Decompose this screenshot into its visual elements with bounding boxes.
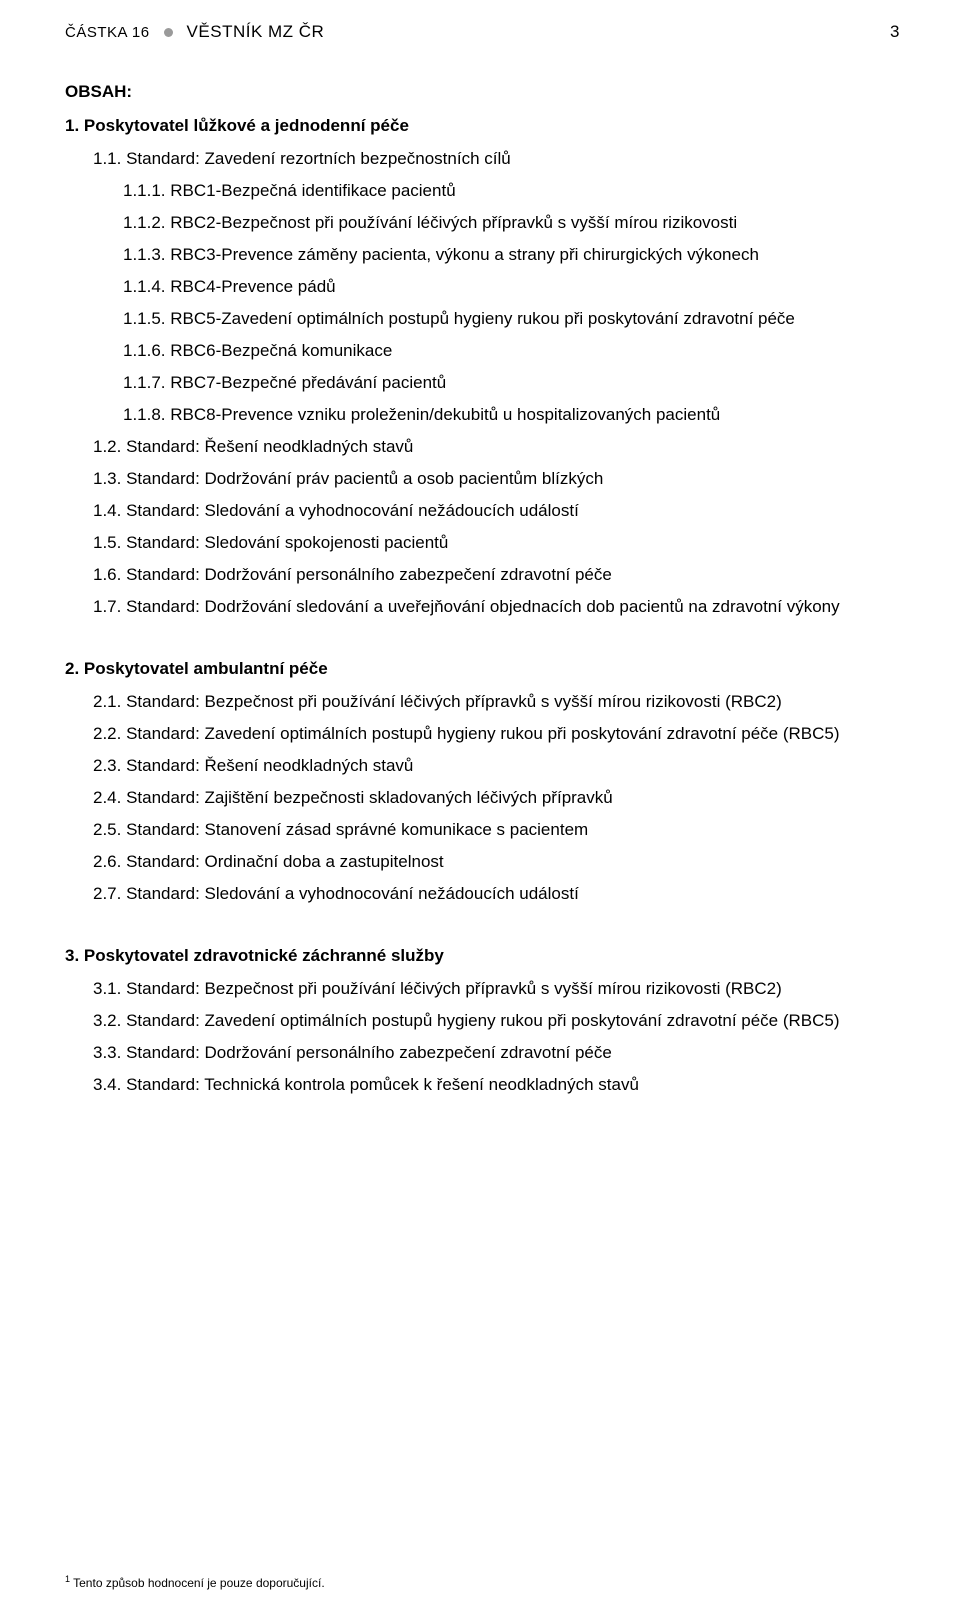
footnote-text: Tento způsob hodnocení je pouze doporuču… (70, 1576, 325, 1590)
toc-line: 1.1.4. RBC4-Prevence pádů (65, 278, 900, 295)
sections-container: 1. Poskytovatel lůžkové a jednodenní péč… (65, 116, 900, 1093)
footnote: 1 Tento způsob hodnocení je pouze doporu… (65, 1574, 325, 1590)
toc-line: 2.5. Standard: Stanovení zásad správné k… (65, 821, 900, 838)
toc-line: 1.1. Standard: Zavedení rezortních bezpe… (65, 150, 900, 167)
toc-line: 1.4. Standard: Sledování a vyhodnocování… (65, 502, 900, 519)
toc-line: 1.5. Standard: Sledování spokojenosti pa… (65, 534, 900, 551)
toc-line: 1.1.7. RBC7-Bezpečné předávání pacientů (65, 374, 900, 391)
part-label: ČÁSTKA 16 (65, 24, 150, 41)
toc-line: 1.1.1. RBC1-Bezpečná identifikace pacien… (65, 182, 900, 199)
section: 1. Poskytovatel lůžkové a jednodenní péč… (65, 116, 900, 615)
toc-line: 1.1.2. RBC2-Bezpečnost při používání léč… (65, 214, 900, 231)
page-header: ČÁSTKA 16 VĚSTNÍK MZ ČR 3 (65, 22, 900, 42)
section-title: 2. Poskytovatel ambulantní péče (65, 659, 900, 679)
toc-line: 2.3. Standard: Řešení neodkladných stavů (65, 757, 900, 774)
toc-line: 1.3. Standard: Dodržování práv pacientů … (65, 470, 900, 487)
toc-line: 1.2. Standard: Řešení neodkladných stavů (65, 438, 900, 455)
section-title: 3. Poskytovatel zdravotnické záchranné s… (65, 946, 900, 966)
toc-line: 2.7. Standard: Sledování a vyhodnocování… (65, 885, 900, 902)
section-title: 1. Poskytovatel lůžkové a jednodenní péč… (65, 116, 900, 136)
section: 3. Poskytovatel zdravotnické záchranné s… (65, 946, 900, 1093)
toc-line: 2.6. Standard: Ordinační doba a zastupit… (65, 853, 900, 870)
section: 2. Poskytovatel ambulantní péče 2.1. Stan… (65, 659, 900, 902)
toc-line: 1.1.5. RBC5-Zavedení optimálních postupů… (65, 310, 900, 327)
toc-line: 1.6. Standard: Dodržování personálního z… (65, 566, 900, 583)
header-title: VĚSTNÍK MZ ČR (187, 22, 325, 42)
toc-line: 2.1. Standard: Bezpečnost při používání … (65, 693, 900, 710)
toc-line: 2.2. Standard: Zavedení optimálních post… (65, 725, 900, 742)
toc-line: 3.3. Standard: Dodržování personálního z… (65, 1044, 900, 1061)
toc-line: 1.1.3. RBC3-Prevence záměny pacienta, vý… (65, 246, 900, 263)
toc-line: 1.1.6. RBC6-Bezpečná komunikace (65, 342, 900, 359)
toc-line: 3.1. Standard: Bezpečnost při používání … (65, 980, 900, 997)
toc-line: 1.1.8. RBC8-Prevence vzniku proleženin/d… (65, 406, 900, 423)
toc-line: 3.2. Standard: Zavedení optimálních post… (65, 1012, 900, 1029)
document-page: ČÁSTKA 16 VĚSTNÍK MZ ČR 3 OBSAH: 1. Posk… (0, 0, 960, 1093)
toc-line: 3.4. Standard: Technická kontrola pomůce… (65, 1076, 900, 1093)
page-number: 3 (890, 22, 900, 42)
header-left: ČÁSTKA 16 VĚSTNÍK MZ ČR (65, 22, 324, 42)
toc-line: 2.4. Standard: Zajištění bezpečnosti skl… (65, 789, 900, 806)
toc-line: 1.7. Standard: Dodržování sledování a uv… (65, 598, 900, 615)
bullet-icon (164, 28, 173, 37)
obsah-label: OBSAH: (65, 82, 900, 102)
